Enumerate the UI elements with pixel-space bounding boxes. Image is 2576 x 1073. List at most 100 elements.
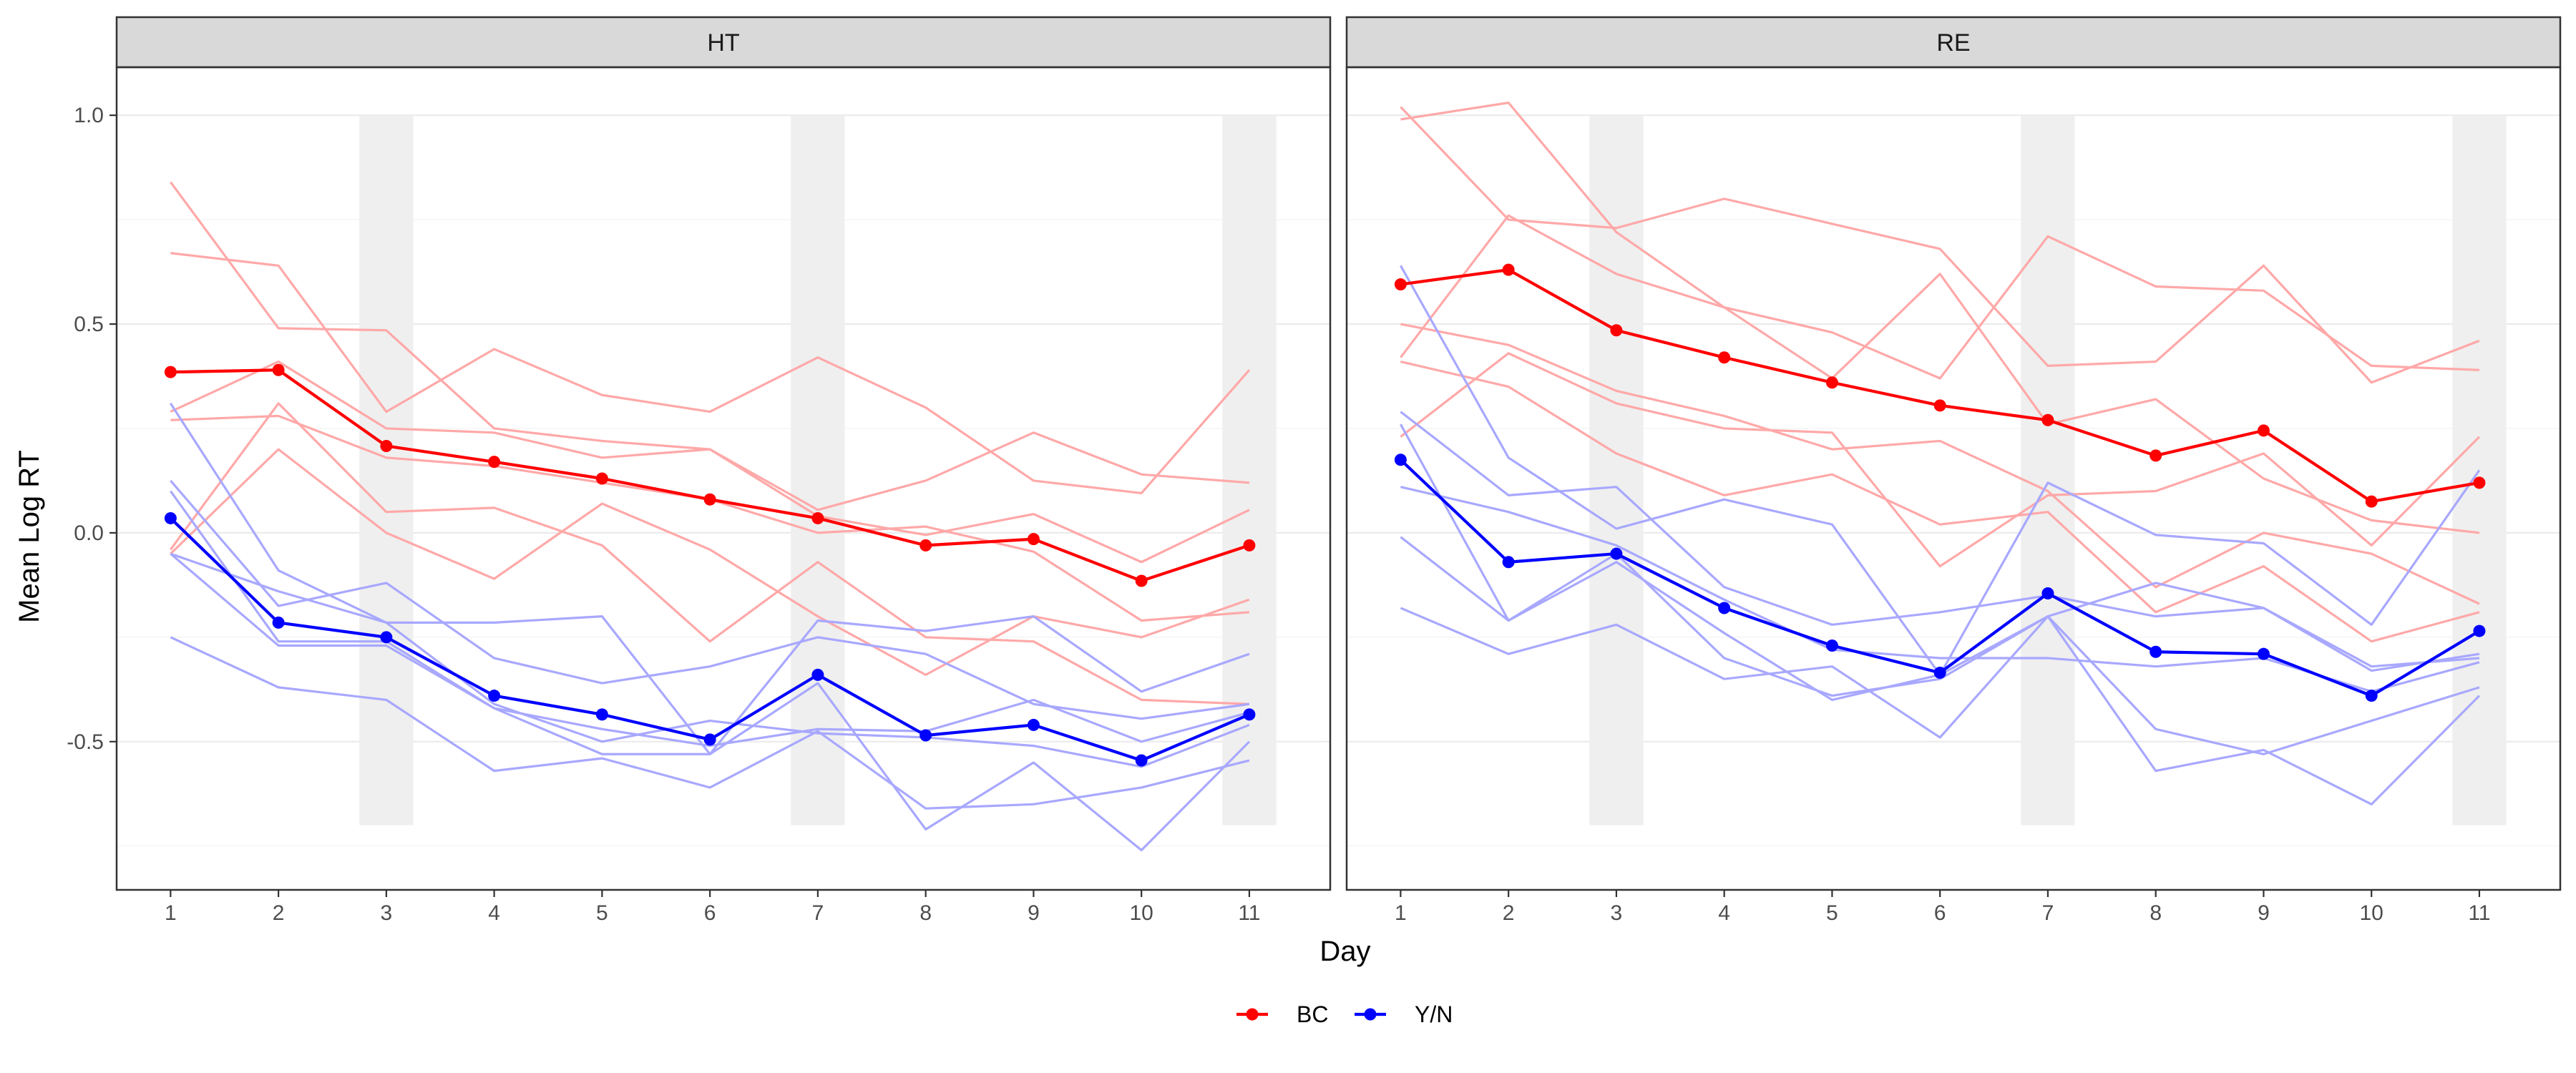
x-tick-label: 6: [704, 901, 716, 925]
mean-point-yn: [1027, 718, 1040, 731]
x-axis-title: Day: [1319, 936, 1370, 967]
legend-item-bc: BC: [1236, 1001, 1328, 1027]
mean-point-bc: [595, 472, 608, 485]
y-axis-title: Mean Log RT: [14, 450, 45, 623]
mean-point-yn: [1502, 556, 1515, 569]
legend-key-point: [1364, 1008, 1377, 1021]
mean-point-yn: [272, 616, 285, 629]
mean-point-bc: [272, 363, 285, 376]
mean-point-bc: [1394, 278, 1407, 291]
highlight-band-day-7: [2021, 115, 2075, 825]
facet-strip-label: HT: [707, 29, 739, 57]
individual-line-bc: [170, 448, 1250, 676]
individual-line-yn: [170, 479, 1250, 720]
mean-point-bc: [1027, 533, 1040, 546]
individual-line-bc: [170, 360, 1250, 564]
mean-point-bc: [380, 439, 393, 452]
mean-point-bc: [1933, 399, 1946, 412]
individual-line-bc: [170, 252, 1251, 495]
x-tick-label: 1: [1395, 901, 1407, 925]
x-tick-label: 7: [2042, 901, 2054, 925]
x-tick-label: 8: [2150, 901, 2162, 925]
y-tick-label: 0.5: [74, 313, 104, 336]
individual-line-bc: [1400, 214, 2479, 380]
mean-point-bc: [2150, 449, 2162, 462]
mean-line-yn: [169, 516, 1250, 763]
mean-point-yn: [1718, 602, 1731, 614]
panel-ht: HT 1 2 3 4 5 6 7 8 9 10 11 1.0 0.5 0.0 -0.5: [67, 16, 1332, 925]
mean-point-yn: [1933, 666, 1946, 679]
x-tick-label: 9: [1028, 901, 1040, 925]
mean-point-yn: [919, 729, 932, 742]
individual-line-yn: [1400, 486, 2480, 693]
mean-point-bc: [2041, 413, 2054, 426]
individual-line-bc: [1400, 323, 2480, 605]
mean-point-yn: [811, 668, 824, 681]
mean-point-yn: [2473, 624, 2486, 637]
legend-key-point: [1246, 1008, 1259, 1021]
x-tick-label: 2: [1503, 901, 1515, 925]
x-tick-label: 1: [165, 901, 177, 925]
panel-re: RE 1 2 3 4 5 6 7 8 9 10 11: [1345, 16, 2562, 925]
x-tick-label: 4: [1718, 901, 1730, 925]
individual-line-bc: [1400, 352, 2481, 568]
y-tick-label: 0.0: [74, 521, 104, 545]
mean-point-bc: [2473, 476, 2486, 489]
mean-point-bc: [1135, 574, 1148, 587]
individual-line-bc: [1400, 102, 2480, 534]
mean-point-yn: [380, 631, 393, 644]
y-tick-label: -0.5: [67, 730, 104, 754]
individual-line-yn: [170, 403, 1250, 755]
x-tick-label: 11: [2468, 901, 2490, 925]
mean-point-bc: [1502, 263, 1515, 276]
mean-point-yn: [1243, 708, 1256, 721]
individual-line-yn: [1399, 423, 2480, 755]
x-tick-label: 8: [919, 901, 932, 925]
individual-line-yn: [1400, 411, 2480, 672]
x-tick-label: 5: [596, 901, 608, 925]
individual-line-bc: [1400, 360, 2480, 643]
x-tick-label: 7: [812, 901, 824, 925]
mean-point-yn: [1135, 754, 1148, 767]
mean-point-yn: [164, 511, 177, 524]
x-tick-label: 6: [1934, 901, 1946, 925]
individual-line-yn: [170, 552, 1250, 768]
facet-panels: HT 1 2 3 4 5 6 7 8 9 10 11 1.0 0.5 0.0 -0.5 RE 1 2 3 4 5 6 7 8 9 1…: [67, 16, 2562, 925]
mean-point-bc: [919, 539, 932, 552]
x-tick-label: 3: [381, 901, 393, 925]
individual-line-yn: [170, 490, 1250, 748]
mean-point-yn: [703, 733, 716, 746]
x-tick-label: 3: [1611, 901, 1623, 925]
x-tick-label: 4: [488, 901, 500, 925]
mean-point-yn: [2150, 645, 2162, 658]
facet-strip: [115, 16, 1332, 69]
facet-strip: [1345, 16, 2562, 69]
x-tick-label: 10: [2359, 901, 2383, 925]
mean-point-bc: [1825, 376, 1838, 389]
x-tick-label: 5: [1826, 901, 1838, 925]
individual-line-yn: [170, 552, 1251, 852]
mean-point-bc: [811, 511, 824, 524]
facet-strip-label: RE: [1936, 29, 1970, 57]
legend-label: BC: [1297, 1001, 1328, 1027]
highlight-band-day-3: [359, 115, 414, 825]
highlight-band-day-7: [791, 115, 845, 825]
mean-line-bc: [1400, 268, 2480, 504]
mean-point-yn: [2365, 690, 2378, 702]
mean-line-yn: [1399, 459, 2481, 697]
legend: BC Y/N: [1236, 1001, 1453, 1027]
mean-point-bc: [164, 366, 177, 378]
x-tick-label: 11: [1238, 901, 1260, 925]
mean-point-yn: [1610, 547, 1623, 560]
individual-line-bc: [170, 181, 1250, 511]
individual-line-bc: [170, 402, 1249, 705]
x-tick-label: 10: [1129, 901, 1153, 925]
gridlines: [117, 114, 1330, 847]
mean-point-bc: [1718, 351, 1731, 364]
gridlines: [1347, 114, 2560, 847]
y-tick-label: 1.0: [74, 104, 104, 127]
mean-point-bc: [1243, 539, 1256, 552]
individual-line-yn: [1400, 607, 2481, 805]
individual-line-yn: [170, 636, 1250, 810]
